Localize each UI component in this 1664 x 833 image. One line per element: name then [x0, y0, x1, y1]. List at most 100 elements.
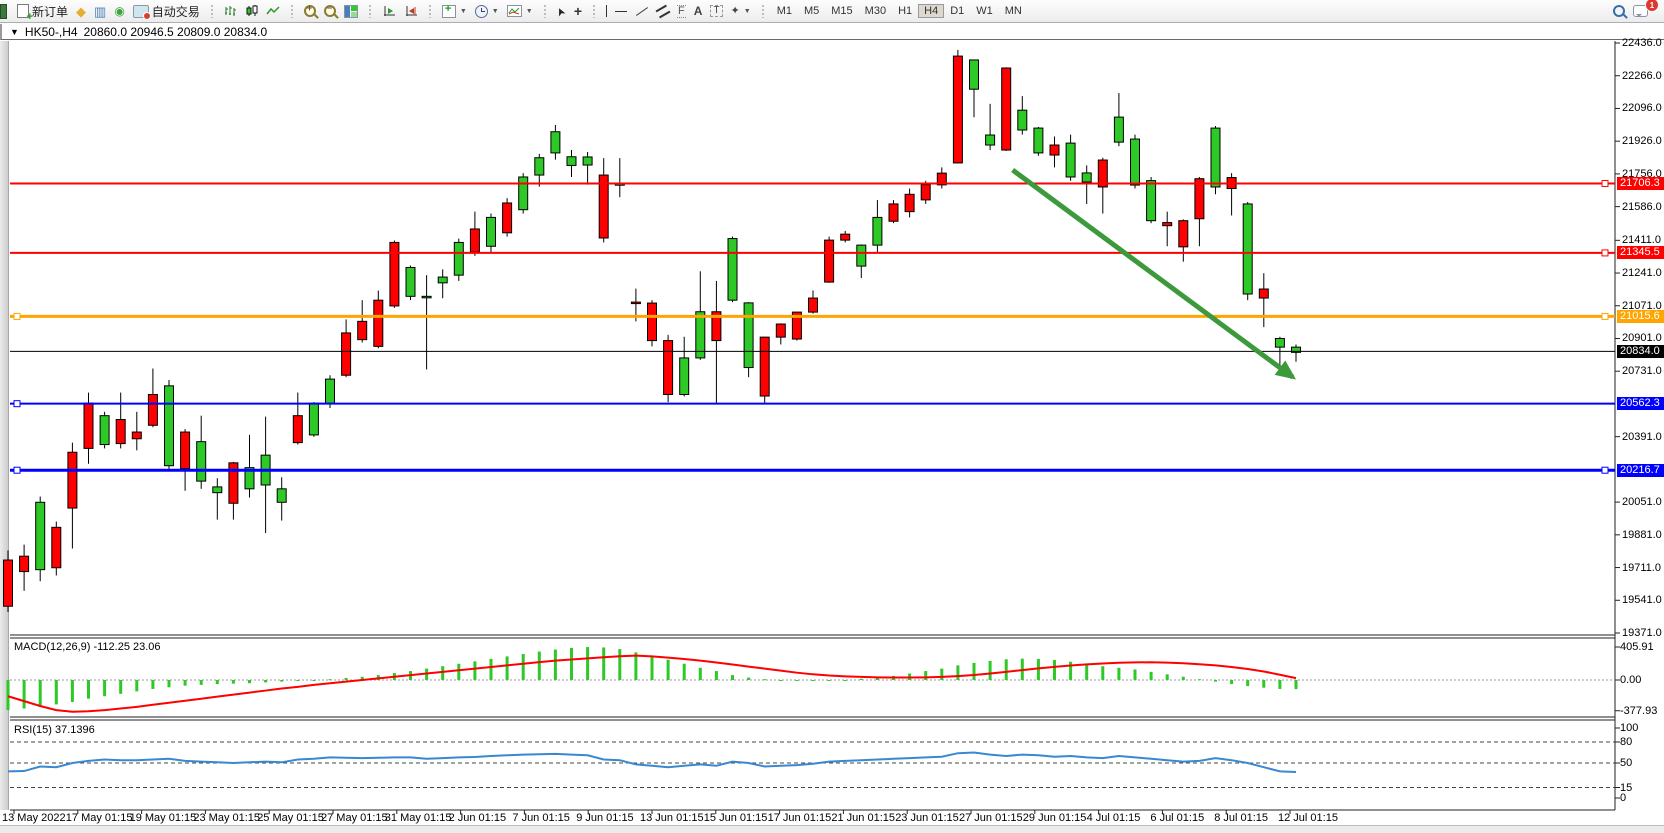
candle — [1258, 288, 1269, 299]
price-tick-label: 21586.0 — [1622, 200, 1662, 213]
candle — [212, 486, 223, 494]
window-chart-icon: ▥ — [94, 3, 107, 19]
notifications-button[interactable]: 1 — [1629, 0, 1659, 18]
vertical-line-tool-button[interactable] — [602, 4, 611, 18]
time-tick-label: 23 Jun 01:15 — [895, 812, 959, 824]
price-line-label: 21345.5 — [1617, 246, 1664, 260]
timeframe-H1[interactable]: H1 — [898, 5, 913, 17]
candle — [824, 239, 835, 283]
timeframe-W1[interactable]: W1 — [976, 5, 993, 17]
data-window-button[interactable]: ▥ — [90, 4, 110, 19]
macd-bar — [1053, 660, 1056, 680]
price-tick-label: 22096.0 — [1622, 102, 1662, 115]
candle — [936, 172, 947, 186]
chart-ohlc-values: 20860.0 20946.5 20809.0 20834.0 — [83, 24, 268, 39]
candle — [534, 157, 545, 176]
autotrading-icon — [132, 4, 151, 20]
horizontal-line-icon — [615, 10, 628, 12]
timeframe-M5[interactable]: M5 — [803, 5, 820, 17]
tile-windows-icon — [343, 4, 358, 18]
macd-bar — [6, 680, 10, 711]
fibonacci-icon: F — [677, 4, 686, 18]
new-order-button[interactable]: 新订单 — [13, 2, 72, 23]
price-tick-label: 19881.0 — [1622, 528, 1662, 541]
notification-badge: 1 — [1645, 0, 1659, 12]
candle — [1291, 346, 1301, 353]
candlestick-mode-button[interactable] — [241, 4, 262, 18]
candle — [244, 467, 255, 490]
macd-bar — [1278, 680, 1282, 689]
search-button[interactable] — [1609, 4, 1629, 18]
time-tick-label: 7 Jun 01:15 — [512, 812, 570, 824]
candle — [453, 241, 464, 276]
arrows-tool-button[interactable]: ✦ ▼ — [727, 5, 755, 18]
text-label-tool-button[interactable]: T — [706, 4, 726, 18]
line-handle[interactable] — [13, 400, 21, 408]
bar-chart-mode-button[interactable] — [220, 4, 241, 18]
price-tick-label: 20901.0 — [1622, 332, 1662, 345]
line-chart-mode-button[interactable] — [262, 4, 284, 18]
line-handle[interactable] — [1601, 249, 1609, 257]
candle — [985, 134, 996, 146]
rsi-axis-label: 80 — [1620, 736, 1633, 748]
candle — [550, 131, 561, 154]
templates-button[interactable]: ▼ — [503, 4, 537, 18]
timeframe-M30[interactable]: M30 — [864, 5, 887, 17]
price-line-label: 21706.3 — [1617, 176, 1664, 190]
macd-bar — [103, 680, 107, 697]
macd-bar — [972, 662, 976, 680]
macd-bar — [1133, 669, 1137, 680]
price-tick-label: 21241.0 — [1622, 267, 1662, 280]
macd-bar — [763, 679, 767, 681]
candle — [727, 238, 738, 301]
market-watch-button[interactable]: ◆ — [72, 4, 90, 19]
timeframe-M1[interactable]: M1 — [776, 5, 792, 17]
candle — [663, 340, 674, 395]
macd-bar — [618, 649, 622, 680]
auto-scroll-button[interactable] — [400, 4, 422, 18]
zoom-out-button[interactable]: − — [320, 4, 340, 18]
macd-bar — [457, 663, 461, 680]
periods-button[interactable]: ▼ — [471, 4, 503, 19]
timeframe-M15[interactable]: M15 — [831, 5, 853, 17]
time-tick-label: 15 Jun 01:15 — [703, 812, 768, 824]
line-handle[interactable] — [1601, 466, 1609, 474]
macd-bar — [666, 659, 670, 680]
autotrading-button[interactable]: 自动交易 — [129, 2, 204, 21]
chart-shift-button[interactable] — [378, 4, 400, 18]
candle — [180, 431, 191, 470]
toolbar-grip — [542, 4, 547, 18]
zoom-in-button[interactable]: + — [300, 4, 320, 18]
line-handle[interactable] — [1601, 312, 1609, 320]
candle — [67, 451, 78, 509]
horizontal-line-tool-button[interactable] — [611, 10, 631, 13]
trend-arrow[interactable] — [1011, 168, 1296, 380]
indicators-button[interactable]: ▼ — [438, 4, 471, 19]
crosshair-tool-button[interactable]: + — [570, 3, 586, 19]
line-handle[interactable] — [13, 312, 21, 320]
collapse-triangle-icon[interactable]: ▼ — [10, 26, 19, 37]
window-left-edge — [0, 41, 9, 810]
timeframe-MN[interactable]: MN — [1004, 5, 1022, 17]
macd-bar — [537, 651, 541, 680]
timeframe-H4[interactable]: H4 — [918, 4, 945, 18]
text-tool-button[interactable]: A — [690, 4, 707, 18]
timeframe-D1[interactable]: D1 — [950, 5, 965, 17]
candle — [920, 184, 931, 201]
candle — [647, 302, 657, 342]
auto-scroll-icon — [405, 6, 417, 16]
candle — [1210, 127, 1221, 188]
line-handle[interactable] — [1601, 179, 1609, 187]
tile-windows-button[interactable] — [340, 4, 362, 19]
candle — [51, 526, 62, 569]
candle — [115, 419, 126, 445]
toolbar-grip — [592, 4, 597, 18]
chevron-down-icon: ▼ — [491, 7, 499, 15]
candle — [131, 431, 142, 440]
macd-axis-label: 0.00 — [1620, 674, 1642, 686]
signals-button[interactable]: ◉ — [110, 4, 128, 18]
fibonacci-tool-button[interactable]: F — [673, 4, 690, 19]
line-handle[interactable] — [13, 466, 21, 474]
candle — [19, 555, 30, 573]
